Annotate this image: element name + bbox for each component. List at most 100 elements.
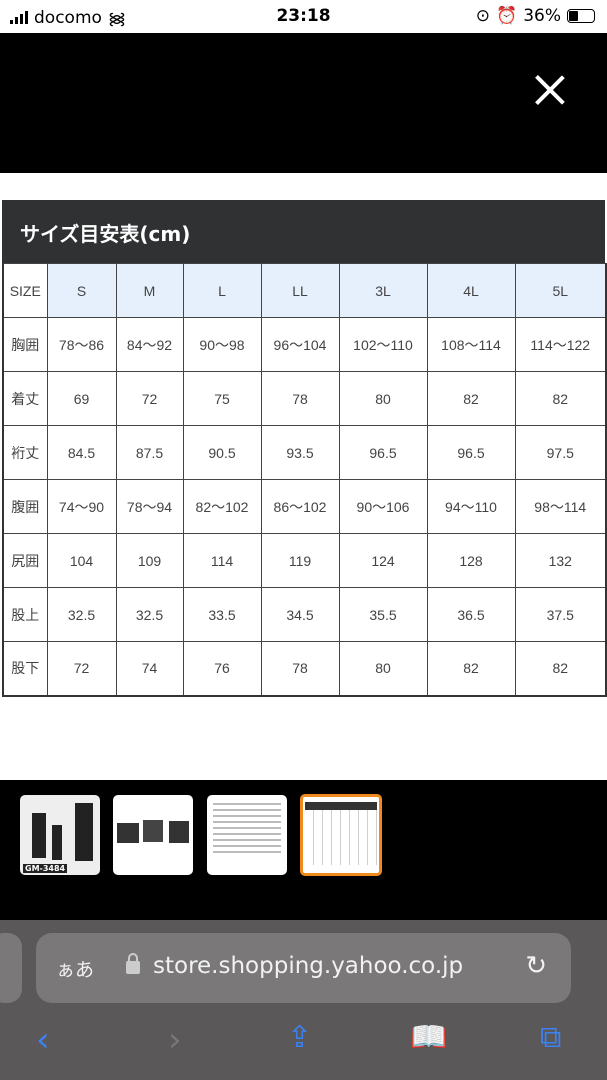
- product-code: GM-3484: [23, 864, 68, 873]
- alarm-icon: ⏰: [496, 6, 518, 26]
- row-label: 股上: [2, 587, 48, 642]
- table-cell: 37.5: [514, 587, 607, 642]
- table-cell: 114: [182, 533, 262, 588]
- table-cell: 78: [260, 641, 340, 696]
- thumbnail-size-chart[interactable]: [300, 794, 382, 876]
- address-bar[interactable]: ぁあ store.shopping.yahoo.co.jp ↻: [36, 933, 571, 1003]
- size-chart: サイズ目安表(cm) SIZE S M L LL 3L 4L 5L 胸囲 78～86 84～92 90…: [2, 200, 607, 697]
- column-header: L: [182, 263, 262, 318]
- orientation-lock-icon: ⊙: [475, 6, 491, 26]
- row-label: 胸囲: [2, 317, 48, 372]
- thumbnail-product[interactable]: GM-3484: [20, 795, 100, 875]
- signal-icon: [10, 11, 28, 24]
- table-cell: 33.5: [182, 587, 262, 642]
- column-header: M: [115, 263, 184, 318]
- table-cell: 132: [514, 533, 607, 588]
- lock-icon: [126, 953, 140, 974]
- table-cell: 90～106: [338, 479, 428, 534]
- table-cell: 74: [115, 641, 184, 696]
- table-cell: 35.5: [338, 587, 428, 642]
- thumbnail-strip: GM-3484: [0, 780, 607, 920]
- row-label: 股下: [2, 641, 48, 696]
- table-cell: 86～102: [260, 479, 340, 534]
- table-row: 裄丈 84.5 87.5 90.5 93.5 96.5 96.5 97.5: [2, 425, 607, 480]
- table-cell: 82～102: [182, 479, 262, 534]
- table-cell: 97.5: [514, 425, 607, 480]
- table-cell: 69: [46, 371, 117, 426]
- table-cell: 109: [115, 533, 184, 588]
- table-row: 腹囲 74～90 78～94 82～102 86～102 90～106 94～110 98～1…: [2, 479, 607, 534]
- table-cell: 124: [338, 533, 428, 588]
- table-row: 胸囲 78～86 84～92 90～98 96～104 102～110 108～114 114…: [2, 317, 607, 372]
- row-label: 着丈: [2, 371, 48, 426]
- table-cell: 78～86: [46, 317, 117, 372]
- column-header: 5L: [514, 263, 607, 318]
- status-bar: docomo ᯼ 23:18 ⊙ ⏰ 36%: [0, 0, 607, 33]
- table-cell: 108～114: [426, 317, 516, 372]
- table-cell: 114～122: [514, 317, 607, 372]
- table-cell: 32.5: [46, 587, 117, 642]
- column-header: 3L: [338, 263, 428, 318]
- table-cell: 34.5: [260, 587, 340, 642]
- previous-tab[interactable]: [0, 933, 22, 1003]
- table-cell: 93.5: [260, 425, 340, 480]
- forward-icon: ›: [168, 1020, 182, 1060]
- chart-title: サイズ目安表(cm): [2, 200, 605, 263]
- table-cell: 78～94: [115, 479, 184, 534]
- close-icon[interactable]: [533, 73, 567, 107]
- table-cell: 96～104: [260, 317, 340, 372]
- table-cell: 84.5: [46, 425, 117, 480]
- table-row: 股上 32.5 32.5 33.5 34.5 35.5 36.5 37.5: [2, 587, 607, 642]
- reload-icon[interactable]: ↻: [525, 951, 547, 981]
- table-cell: 32.5: [115, 587, 184, 642]
- table-cell: 119: [260, 533, 340, 588]
- table-row: 尻囲 104 109 114 119 124 128 132: [2, 533, 607, 588]
- table-cell: 87.5: [115, 425, 184, 480]
- table-row: 股下 72 74 76 78 80 82 82: [2, 641, 607, 696]
- table-cell: 80: [338, 371, 428, 426]
- table-cell: 72: [46, 641, 117, 696]
- table-cell: 82: [514, 641, 607, 696]
- table-cell: 75: [182, 371, 262, 426]
- wifi-icon: ᯼: [107, 9, 127, 29]
- row-label: 裄丈: [2, 425, 48, 480]
- table-cell: 90～98: [182, 317, 262, 372]
- row-label: 腹囲: [2, 479, 48, 534]
- column-header: SIZE: [2, 263, 48, 318]
- carrier: docomo: [34, 7, 102, 28]
- share-icon[interactable]: ⇪: [287, 1020, 313, 1055]
- table-cell: 78: [260, 371, 340, 426]
- back-icon[interactable]: ‹: [36, 1020, 50, 1060]
- table-cell: 74～90: [46, 479, 117, 534]
- column-header: 4L: [426, 263, 516, 318]
- url-text[interactable]: store.shopping.yahoo.co.jp: [153, 953, 464, 979]
- table-row: 着丈 69 72 75 78 80 82 82: [2, 371, 607, 426]
- clock: 23:18: [276, 6, 331, 26]
- row-label: 尻囲: [2, 533, 48, 588]
- browser-toolbar: ぁあ store.shopping.yahoo.co.jp ↻ ‹ › ⇪ 📖 …: [0, 920, 607, 1080]
- size-table: SIZE S M L LL 3L 4L 5L 胸囲 78～86 84～92 90～98 96～104 10…: [2, 263, 607, 697]
- table-cell: 80: [338, 641, 428, 696]
- battery-text: 36%: [523, 6, 561, 26]
- column-header: S: [46, 263, 117, 318]
- table-cell: 82: [426, 641, 516, 696]
- table-cell: 36.5: [426, 587, 516, 642]
- table-cell: 90.5: [182, 425, 262, 480]
- table-cell: 104: [46, 533, 117, 588]
- table-cell: 82: [514, 371, 607, 426]
- table-cell: 128: [426, 533, 516, 588]
- table-cell: 84～92: [115, 317, 184, 372]
- header-row: SIZE S M L LL 3L 4L 5L: [2, 263, 607, 318]
- viewer-header: [0, 33, 607, 173]
- tabs-icon[interactable]: ⧉: [540, 1020, 562, 1055]
- table-cell: 72: [115, 371, 184, 426]
- column-header: LL: [260, 263, 340, 318]
- battery-icon: [567, 9, 595, 23]
- table-cell: 98～114: [514, 479, 607, 534]
- thumbnail-text[interactable]: [207, 795, 287, 875]
- table-cell: 96.5: [338, 425, 428, 480]
- thumbnail-details[interactable]: [113, 795, 193, 875]
- reader-options-button[interactable]: ぁあ: [56, 959, 95, 981]
- bookmarks-icon[interactable]: 📖: [410, 1020, 448, 1055]
- table-cell: 82: [426, 371, 516, 426]
